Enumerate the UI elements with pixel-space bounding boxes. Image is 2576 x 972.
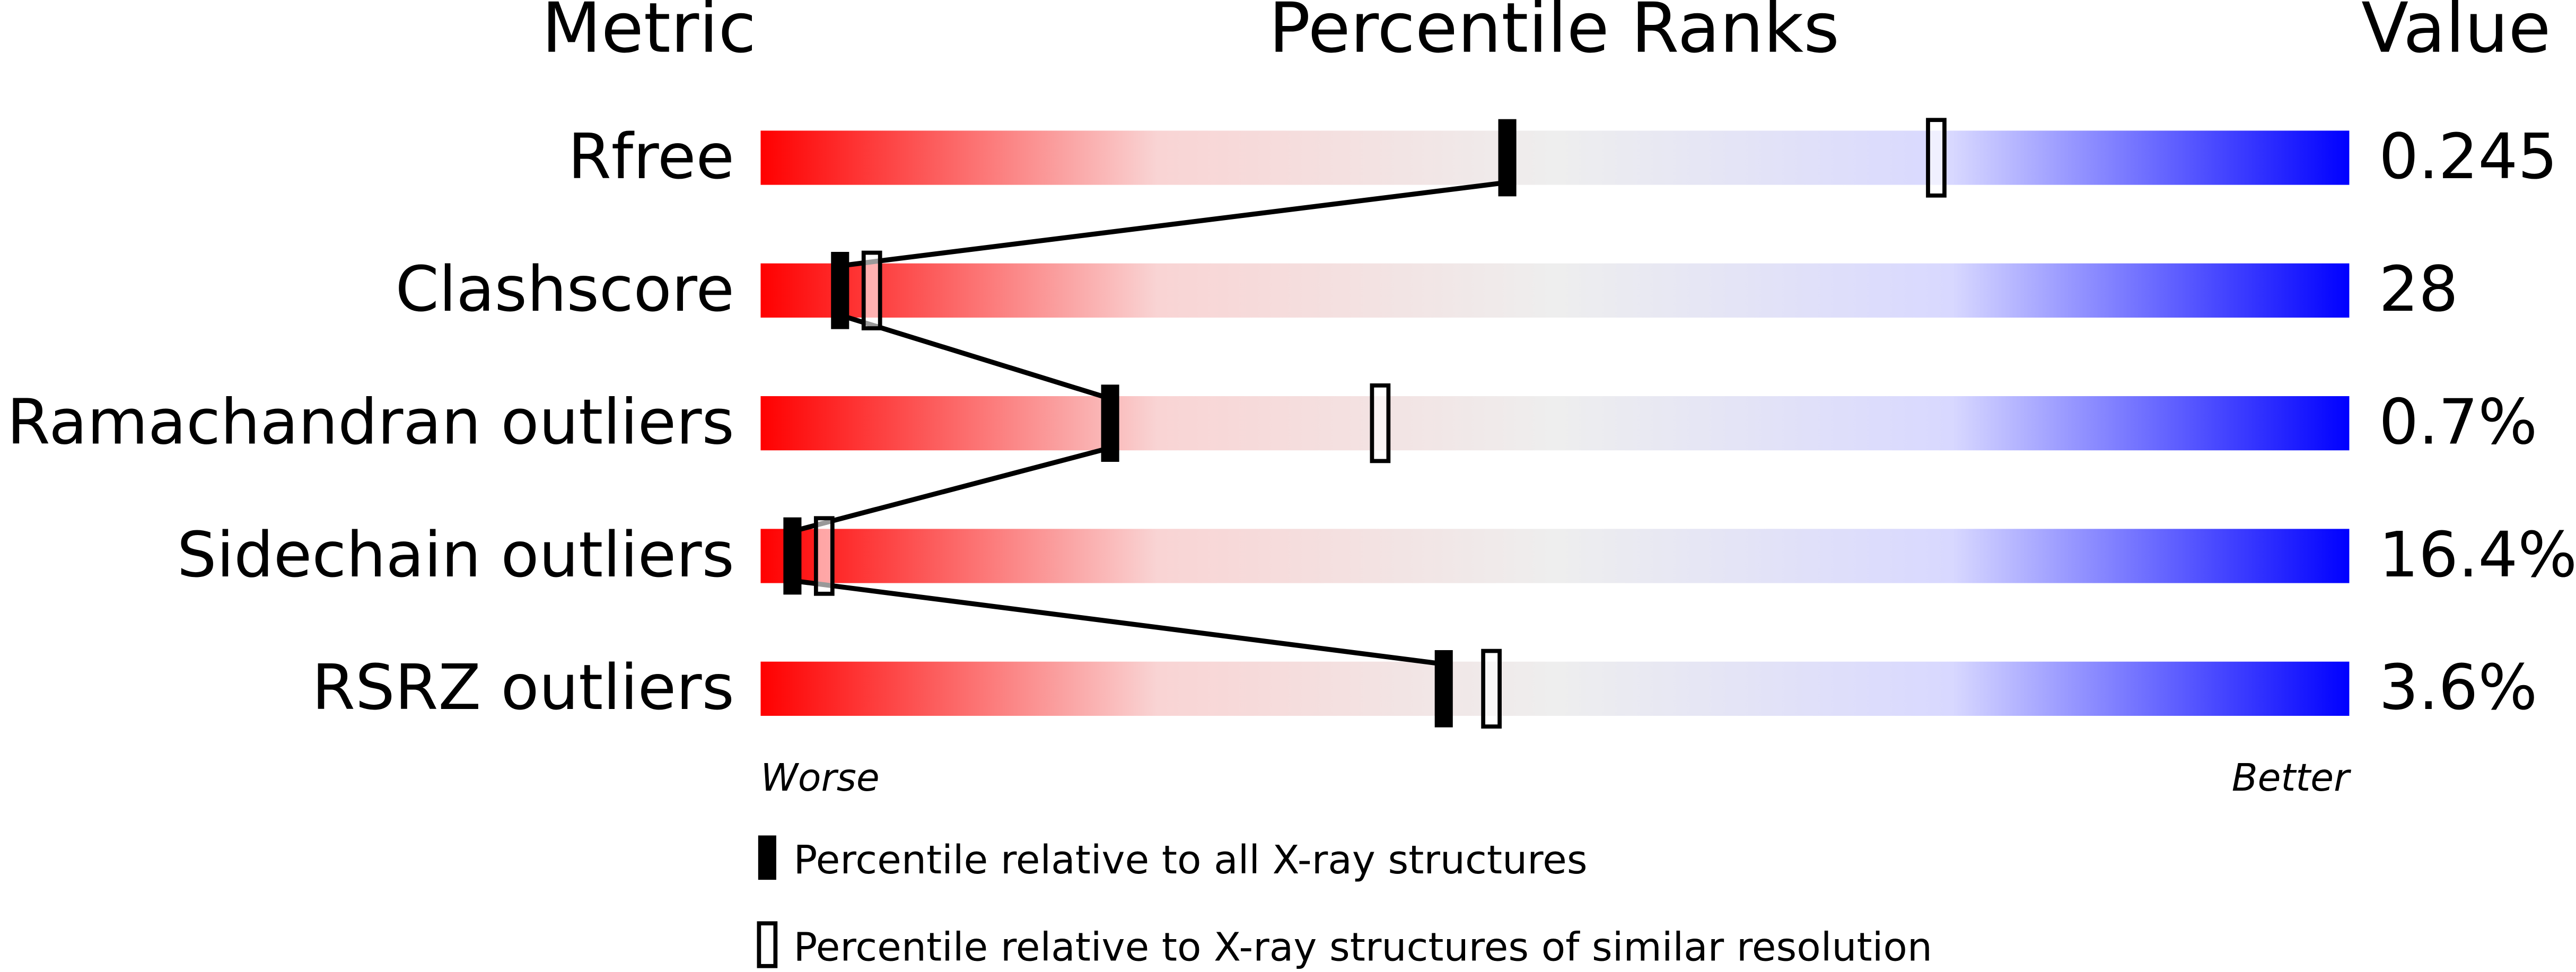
metric-value: 0.7% — [2379, 386, 2537, 459]
metric-label: RSRZ outliers — [312, 651, 734, 724]
scale-end-label: Worse — [760, 756, 879, 800]
legend-swatch — [758, 835, 776, 880]
metric-value: 16.4% — [2379, 519, 2576, 591]
marker-filled — [783, 517, 802, 595]
marker-open — [1481, 649, 1502, 729]
column-header: Percentile Ranks — [1269, 0, 1839, 68]
metric-value: 3.6% — [2379, 651, 2537, 724]
column-header: Value — [2361, 0, 2551, 68]
percentile-bar — [760, 396, 2350, 451]
marker-open — [1926, 118, 1947, 198]
marker-filled — [1434, 650, 1453, 728]
marker-open — [861, 250, 882, 330]
metric-value: 28 — [2379, 253, 2458, 326]
marker-filled — [1498, 119, 1517, 197]
connector-line — [792, 578, 1444, 667]
scale-end-label: Better — [2232, 756, 2351, 800]
legend-swatch — [757, 921, 778, 968]
metric-label: Ramachandran outliers — [7, 386, 734, 459]
connector-line — [839, 312, 1111, 401]
marker-filled — [831, 252, 849, 329]
percentile-bar — [760, 263, 2350, 318]
legend-label: Percentile relative to X-ray structures … — [793, 924, 1932, 970]
marker-open — [1370, 383, 1391, 463]
connector-line — [792, 445, 1111, 534]
connector-line — [839, 180, 1508, 268]
metric-value: 0.245 — [2379, 120, 2557, 193]
percentile-bar — [760, 529, 2350, 583]
marker-filled — [1101, 384, 1119, 462]
percentile-bar — [760, 661, 2350, 716]
metric-label: Sidechain outliers — [177, 519, 734, 591]
column-header: Metric — [542, 0, 757, 68]
percentile-bar — [760, 130, 2350, 185]
marker-open — [813, 516, 835, 596]
metric-label: Clashscore — [396, 253, 734, 326]
metric-label: Rfree — [568, 120, 734, 193]
legend-label: Percentile relative to all X-ray structu… — [793, 837, 1587, 883]
